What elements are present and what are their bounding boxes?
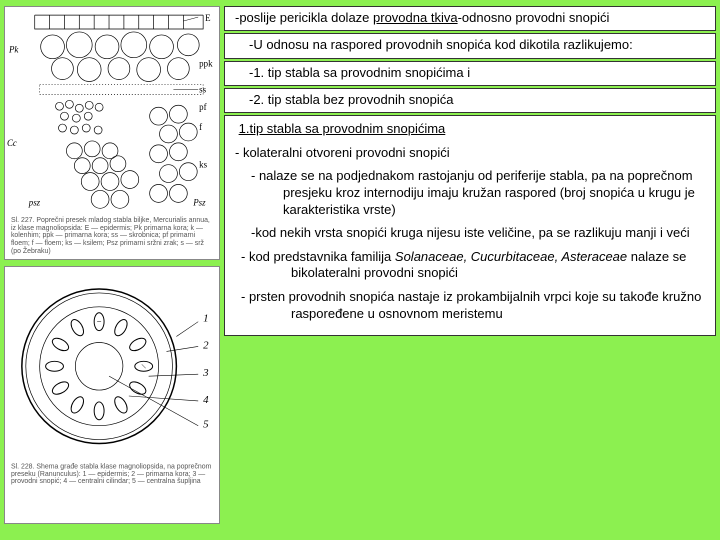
main-content-box: 1.tip stabla sa provodnim snopićima - ko… bbox=[224, 115, 716, 336]
note-3-text: -1. tip stabla sa provodnim snopićima i bbox=[249, 65, 470, 80]
note-1-text: -poslije pericikla dolaze provodna tkiva… bbox=[235, 10, 609, 25]
note-box-2: -U odnosu na raspored provodnih snopića … bbox=[224, 33, 716, 58]
para-5: - prsten provodnih snopića nastaje iz pr… bbox=[235, 289, 705, 322]
note-box-4: -2. tip stabla bez provodnih snopića bbox=[224, 88, 716, 113]
para-2: - nalaze se na podjednakom rastojanju od… bbox=[235, 168, 705, 218]
svg-text:5: 5 bbox=[203, 419, 209, 431]
para-1: - kolateralni otvoreni provodni snopići bbox=[235, 145, 705, 162]
note-box-3: -1. tip stabla sa provodnim snopićima i bbox=[224, 61, 716, 86]
svg-text:ks: ks bbox=[199, 160, 207, 170]
svg-text:1: 1 bbox=[203, 313, 208, 325]
note-4-text: -2. tip stabla bez provodnih snopića bbox=[249, 92, 454, 107]
svg-text:psz: psz bbox=[28, 197, 41, 207]
figure-1-svg: E Pk ppk ss pf f ks Psz Cc psz Sl. 227. … bbox=[5, 7, 219, 259]
svg-text:Cc: Cc bbox=[7, 138, 17, 148]
figure-2-ring-schema: 1 2 3 4 5 Sl. 228. Shema građe stabla kl… bbox=[4, 266, 220, 524]
figure-1-caption: Sl. 227. Poprečni presek mladog stabla b… bbox=[7, 215, 217, 257]
note-2-text: -U odnosu na raspored provodnih snopića … bbox=[249, 37, 633, 52]
svg-text:f: f bbox=[199, 122, 202, 132]
svg-text:3: 3 bbox=[202, 367, 209, 379]
svg-text:4: 4 bbox=[203, 394, 209, 406]
para-4: - kod predstavnika familija Solanaceae, … bbox=[235, 249, 705, 282]
svg-text:ppk: ppk bbox=[199, 59, 213, 69]
svg-text:E: E bbox=[205, 13, 210, 23]
svg-text:pf: pf bbox=[199, 102, 206, 112]
svg-text:ss: ss bbox=[199, 84, 206, 94]
figure-1-cross-section: E Pk ppk ss pf f ks Psz Cc psz Sl. 227. … bbox=[4, 6, 220, 260]
svg-text:Psz: Psz bbox=[192, 197, 206, 207]
left-column: E Pk ppk ss pf f ks Psz Cc psz Sl. 227. … bbox=[4, 6, 220, 524]
para-3: -kod nekih vrsta snopići kruga nijesu is… bbox=[235, 225, 705, 242]
svg-text:Pk: Pk bbox=[8, 45, 19, 55]
figure-2-svg: 1 2 3 4 5 Sl. 228. Shema građe stabla kl… bbox=[5, 267, 219, 523]
right-column: -poslije pericikla dolaze provodna tkiva… bbox=[224, 6, 716, 336]
section-heading: 1.tip stabla sa provodnim snopićima bbox=[235, 121, 705, 138]
svg-text:2: 2 bbox=[203, 339, 209, 351]
note-box-1: -poslije pericikla dolaze provodna tkiva… bbox=[224, 6, 716, 31]
figure-2-caption: Sl. 228. Shema građe stabla klase magnol… bbox=[7, 461, 217, 488]
